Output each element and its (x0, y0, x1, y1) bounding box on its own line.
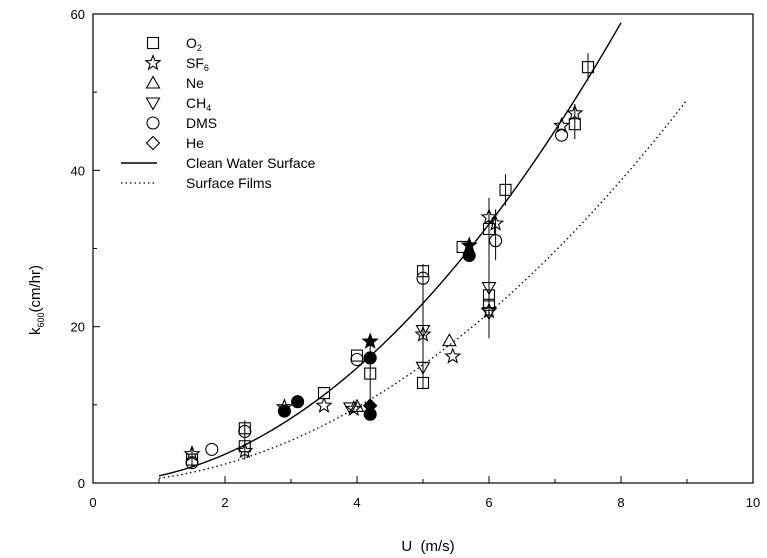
data-point-star (487, 214, 505, 231)
data-point-triangle-down (415, 361, 431, 375)
data-point-star (566, 104, 584, 121)
legend: O2 SF6 Ne CH4 DMS He Clean Water Surface Surfac… (121, 35, 316, 191)
legend-label: SF6 (186, 55, 209, 73)
y-tick-label: 40 (71, 163, 85, 178)
data-point-star (414, 325, 432, 342)
data-point-star (480, 208, 498, 225)
data-point-square (482, 222, 496, 236)
data-point-circle (489, 234, 503, 248)
data-point-square (238, 440, 251, 453)
legend-item: Ne (145, 75, 204, 91)
data-point-square (482, 289, 496, 302)
legend-item: O2 (146, 35, 202, 53)
x-tick-label: 0 (89, 495, 96, 510)
data-point-circle (291, 395, 305, 409)
data-point-star (444, 347, 462, 364)
data-point-star (361, 332, 379, 349)
y-axis-title: k600(cm/hr) (27, 265, 46, 335)
x-tick-label: 8 (617, 495, 624, 510)
data-point-square (499, 183, 512, 196)
y-tick-label: 60 (71, 7, 85, 22)
y-tick-label: 20 (71, 320, 85, 335)
legend-label: CH4 (186, 95, 211, 113)
y-tick-label: 0 (78, 476, 85, 491)
data-point-square (581, 61, 595, 74)
data-point-triangle-down (481, 282, 497, 296)
legend-label: DMS (186, 115, 217, 131)
data-point-star (183, 445, 201, 462)
legend-item: DMS (146, 115, 217, 131)
x-tick-label: 2 (221, 495, 228, 510)
data-point-circle (238, 424, 252, 438)
svg-text:k600(cm/hr): k600(cm/hr) (27, 265, 46, 335)
x-tick-label: 4 (353, 495, 360, 510)
x-axis-label: U (m/s) (401, 538, 454, 555)
legend-label-sub: 6 (204, 63, 209, 73)
data-point-circle (350, 352, 364, 367)
legend-marker-triangle-up (145, 75, 161, 89)
data-point-circle (363, 351, 377, 365)
legend-item: Clean Water Surface (121, 155, 316, 171)
y-axis-label-rest: (cm/hr) (27, 265, 44, 313)
legend-marker-circle (146, 116, 160, 130)
legend-marker-square (146, 36, 160, 50)
data-point-square (482, 298, 496, 311)
legend-label: Ne (186, 75, 204, 91)
data-point-star (315, 396, 333, 413)
data-point-triangle-up (441, 333, 457, 347)
legend-marker-triangle-down (145, 97, 161, 111)
y-axis-label-main: k (27, 327, 44, 335)
legend-label: He (186, 135, 204, 151)
legend-item: Surface Films (121, 175, 272, 191)
data-point-circle (185, 456, 199, 470)
data-point-circle (205, 442, 219, 456)
data-point-circle (416, 271, 430, 285)
data-point-square (350, 349, 364, 362)
legend-item: SF6 (144, 53, 209, 73)
legend-label-sub: 2 (197, 43, 202, 53)
data-point-circle (555, 128, 569, 142)
data-point-square (568, 118, 581, 131)
data-point-square (416, 265, 430, 278)
legend-item: He (145, 135, 204, 151)
data-point-triangle-down (481, 307, 497, 321)
axis-ticks (92, 13, 754, 484)
clean-water-surface-curve (158, 22, 622, 477)
legend-item: CH4 (145, 95, 211, 113)
data-point-square (416, 376, 430, 389)
data-point-triangle-down (342, 402, 358, 416)
legend-label: Surface Films (186, 175, 272, 191)
x-tick-label: 6 (485, 495, 492, 510)
y-axis-label-sub: 600 (36, 312, 46, 327)
error-bars (191, 53, 589, 468)
legend-marker-star (144, 53, 162, 71)
data-points (183, 61, 595, 470)
data-point-circle (277, 404, 291, 418)
data-point-square (364, 367, 377, 380)
data-point-star (236, 441, 254, 459)
fit-curves (158, 22, 688, 479)
x-tick-label: 10 (746, 495, 760, 510)
legend-label: O2 (186, 35, 202, 53)
data-point-star (460, 236, 478, 253)
axis-tick-labels: 0 2 4 6 8 10 0 20 40 60 (71, 7, 761, 510)
legend-label-sub: 4 (206, 103, 211, 113)
legend-label: Clean Water Surface (186, 155, 316, 171)
legend-marker-diamond (145, 135, 161, 151)
data-point-circle (363, 407, 377, 421)
surface-films-curve (158, 99, 688, 479)
data-point-triangle-up (349, 398, 365, 412)
data-point-circle (462, 248, 476, 263)
